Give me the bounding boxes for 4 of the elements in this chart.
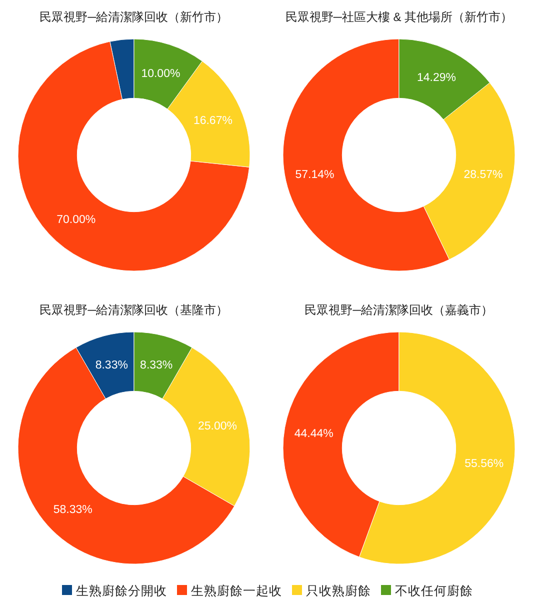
title: 民眾視野─給清潔隊回收（基隆市） bbox=[40, 303, 228, 317]
title: 民眾視野─社區大樓 & 其他場所（新竹市） bbox=[285, 10, 513, 24]
title: 民眾視野─給清潔隊回收（新竹市） bbox=[40, 10, 228, 24]
title: 民眾視野─給清潔隊回收（嘉義市） bbox=[304, 303, 494, 317]
